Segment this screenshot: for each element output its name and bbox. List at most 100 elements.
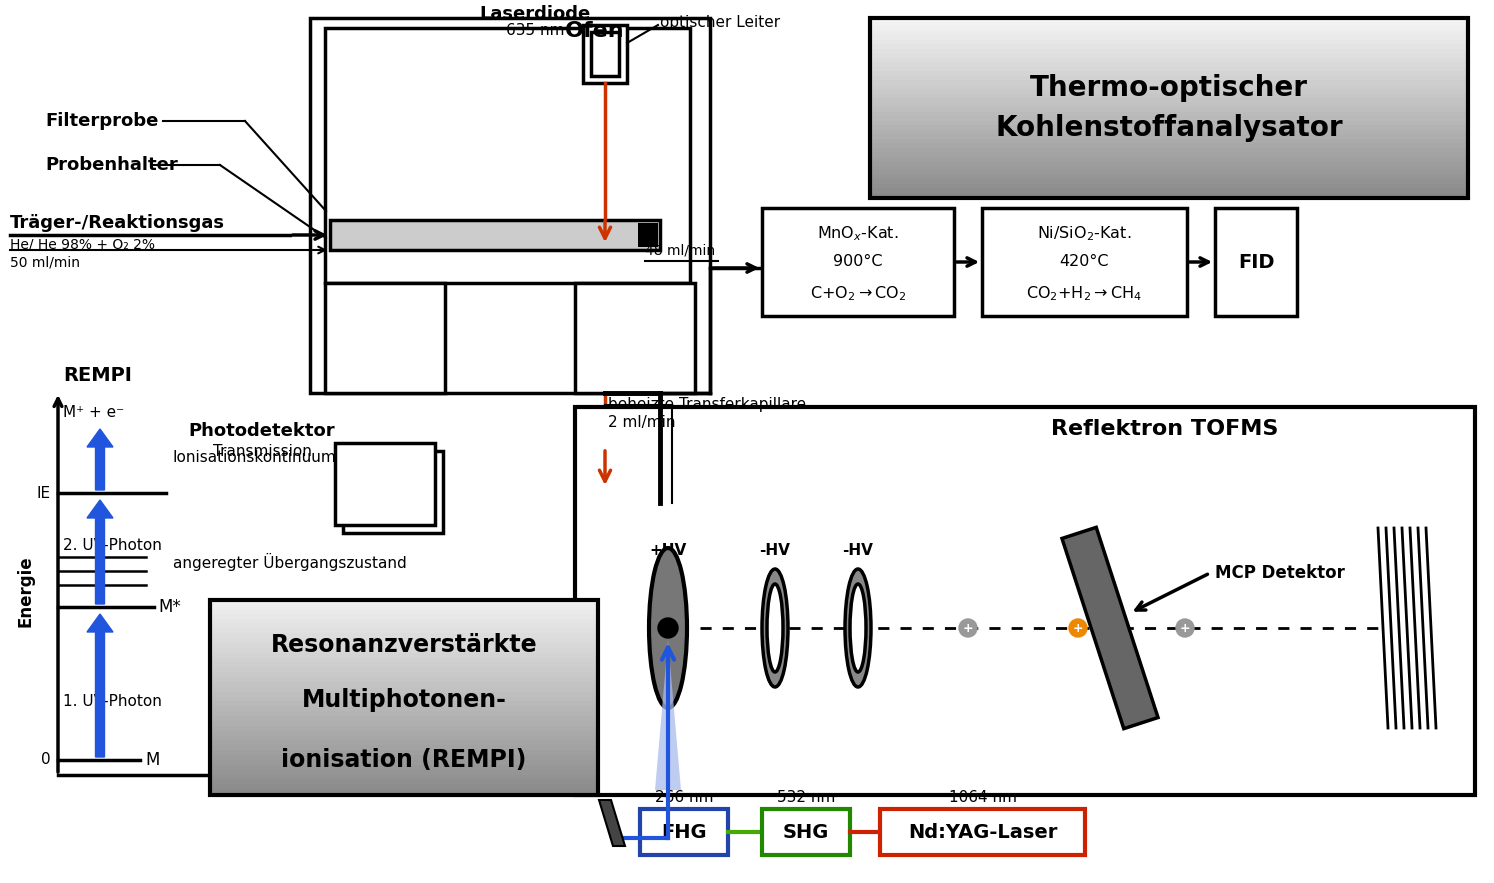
Text: 48 ml/min: 48 ml/min xyxy=(645,244,716,258)
Bar xyxy=(870,57,1469,63)
Bar xyxy=(211,760,598,766)
Bar xyxy=(870,134,1469,140)
Bar xyxy=(344,451,444,533)
Text: Energie: Energie xyxy=(16,555,34,627)
Ellipse shape xyxy=(648,548,687,708)
Bar xyxy=(870,179,1469,185)
Bar xyxy=(870,102,1469,108)
Bar xyxy=(870,116,1469,122)
Bar xyxy=(870,89,1469,94)
Bar xyxy=(211,765,598,771)
Bar xyxy=(870,143,1469,148)
Bar xyxy=(211,604,598,610)
Text: Laserdiode: Laserdiode xyxy=(480,5,590,23)
Circle shape xyxy=(1176,619,1194,637)
Text: 50 ml/min: 50 ml/min xyxy=(10,256,81,270)
Bar xyxy=(870,18,1469,198)
Bar xyxy=(211,691,598,698)
Text: 266 nm: 266 nm xyxy=(654,790,713,805)
Ellipse shape xyxy=(850,584,867,672)
Bar xyxy=(870,125,1469,131)
Bar xyxy=(211,789,598,795)
Text: 635 nm: 635 nm xyxy=(506,23,565,38)
Bar xyxy=(211,726,598,732)
Text: M: M xyxy=(145,751,160,769)
Text: -HV: -HV xyxy=(759,543,790,558)
Text: Träger-/Reaktionsgas: Träger-/Reaktionsgas xyxy=(10,214,226,232)
Bar xyxy=(870,192,1469,198)
Text: Thermo-optischer: Thermo-optischer xyxy=(1029,74,1309,102)
Bar xyxy=(211,711,598,717)
Polygon shape xyxy=(654,640,681,790)
Text: 1. UV-Photon: 1. UV-Photon xyxy=(63,694,161,709)
Bar xyxy=(762,208,955,316)
Text: 532 nm: 532 nm xyxy=(777,790,835,805)
Text: Kohlenstoffanalysator: Kohlenstoffanalysator xyxy=(995,114,1343,142)
Bar xyxy=(211,658,598,663)
Text: CO$_2$+H$_2$$\rightarrow$CH$_4$: CO$_2$+H$_2$$\rightarrow$CH$_4$ xyxy=(1026,284,1143,304)
Text: optischer Leiter: optischer Leiter xyxy=(660,15,780,30)
Bar xyxy=(870,49,1469,54)
Bar xyxy=(583,25,627,83)
Bar xyxy=(870,21,1469,27)
Bar xyxy=(309,18,710,393)
Bar xyxy=(211,774,598,781)
Text: +: + xyxy=(962,622,973,635)
Bar xyxy=(870,98,1469,103)
Text: 2 ml/min: 2 ml/min xyxy=(608,416,675,431)
Text: He/ He 98% + O₂ 2%: He/ He 98% + O₂ 2% xyxy=(10,238,155,252)
Text: IE: IE xyxy=(37,486,51,501)
Bar xyxy=(870,147,1469,153)
Text: Nd:YAG-Laser: Nd:YAG-Laser xyxy=(908,822,1058,841)
Bar xyxy=(870,17,1469,22)
Bar xyxy=(211,687,598,692)
Circle shape xyxy=(1070,619,1088,637)
Text: Filterprobe: Filterprobe xyxy=(45,112,158,130)
Bar xyxy=(211,623,598,630)
Text: SHG: SHG xyxy=(783,822,829,841)
Bar xyxy=(211,751,598,756)
Bar xyxy=(870,175,1469,180)
Bar xyxy=(870,66,1469,72)
Bar xyxy=(211,677,598,683)
Bar xyxy=(870,40,1469,45)
Polygon shape xyxy=(599,800,624,846)
Text: Photodetektor: Photodetektor xyxy=(188,422,335,440)
Text: angeregter Übergangszustand: angeregter Übergangszustand xyxy=(173,553,406,571)
Bar xyxy=(211,706,598,712)
Text: FID: FID xyxy=(1237,253,1274,271)
Bar xyxy=(326,28,690,283)
Text: 0: 0 xyxy=(42,752,51,767)
Text: Ionisationskontinuum: Ionisationskontinuum xyxy=(173,450,336,465)
Bar xyxy=(982,208,1188,316)
Text: +: + xyxy=(1073,622,1083,635)
Bar xyxy=(870,71,1469,77)
Bar xyxy=(870,94,1469,99)
Text: C+O$_2$$\rightarrow$CO$_2$: C+O$_2$$\rightarrow$CO$_2$ xyxy=(810,284,907,304)
Bar xyxy=(870,85,1469,90)
Bar xyxy=(870,76,1469,81)
FancyArrow shape xyxy=(87,614,114,757)
Text: REMPI: REMPI xyxy=(63,366,131,385)
Bar xyxy=(870,31,1469,36)
Text: Ni/SiO$_2$-Kat.: Ni/SiO$_2$-Kat. xyxy=(1037,224,1132,244)
Text: 1064 nm: 1064 nm xyxy=(949,790,1017,805)
Text: +: + xyxy=(1180,622,1191,635)
Text: MnO$_x$-Kat.: MnO$_x$-Kat. xyxy=(817,224,899,244)
Text: M*: M* xyxy=(158,598,181,616)
Bar xyxy=(211,697,598,702)
Text: Reflektron TOFMS: Reflektron TOFMS xyxy=(1052,419,1279,439)
Bar xyxy=(211,638,598,644)
Text: beheizte Transferkapillare: beheizte Transferkapillare xyxy=(608,397,807,412)
Bar xyxy=(211,770,598,775)
Bar xyxy=(211,600,598,795)
Circle shape xyxy=(657,618,678,638)
Bar xyxy=(870,107,1469,112)
Bar xyxy=(211,721,598,727)
Bar xyxy=(211,599,598,605)
Bar xyxy=(762,809,850,855)
Bar xyxy=(870,80,1469,86)
Bar xyxy=(575,283,695,393)
Bar xyxy=(211,633,598,639)
Bar xyxy=(326,283,445,393)
